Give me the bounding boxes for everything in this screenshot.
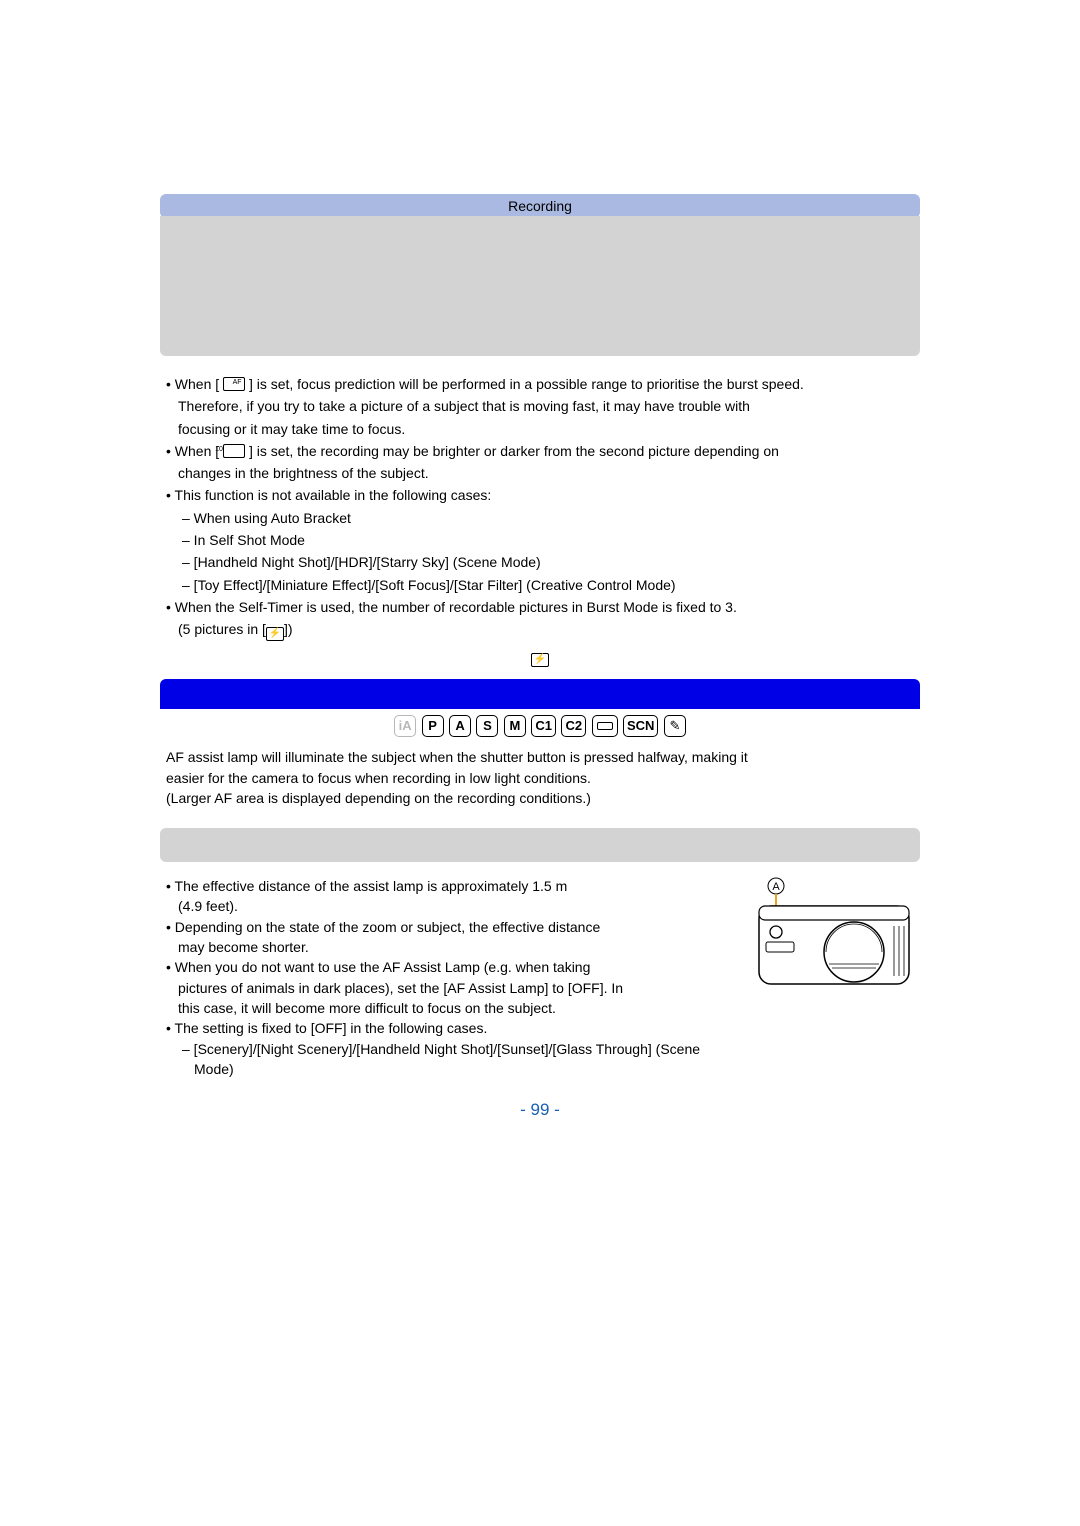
flash-icon: ⚡: [266, 627, 284, 641]
text: • Depending on the state of the zoom or …: [166, 917, 742, 937]
callout-label: A: [772, 881, 780, 893]
text: AF assist lamp will illuminate the subje…: [166, 747, 914, 767]
mode-m-icon: M: [504, 715, 526, 737]
burst-notes: • When [ AF ] is set, focus prediction w…: [160, 356, 920, 679]
mode-creative-icon: [664, 715, 686, 737]
mode-s-icon: S: [476, 715, 498, 737]
text: (e.g. when taking: [484, 959, 591, 975]
mode-ia-icon: iA: [394, 715, 416, 737]
text: focusing or it may take time to focus.: [166, 419, 914, 439]
mode-scn-icon: SCN: [623, 715, 658, 737]
page-number: - 99 -: [0, 1100, 1080, 1120]
text: • When [: [166, 443, 219, 459]
flash-icon: ⚡: [531, 653, 549, 667]
text: • The effective distance of the assist l…: [166, 876, 742, 896]
text: • When you do not want to use the AF Ass…: [166, 959, 484, 975]
mode-a-icon: A: [449, 715, 471, 737]
text: pictures of animals in dark places), set…: [166, 978, 742, 998]
text: • When [: [166, 376, 219, 392]
section-title-bar: [160, 679, 920, 709]
af-lamp-notes: • The effective distance of the assist l…: [166, 876, 742, 1079]
text: this case, it will become more difficult…: [166, 998, 742, 1018]
mode-c1-icon: C1: [531, 715, 556, 737]
mode-p-icon: P: [422, 715, 444, 737]
section-header: Recording: [160, 194, 920, 218]
section-header-label: Recording: [508, 198, 572, 214]
focus-af-icon: AF: [223, 377, 245, 391]
camera-svg: A: [754, 876, 914, 986]
mode-dial-row: iA P A S M C1 C2 SCN: [160, 709, 920, 747]
text: ]): [284, 621, 293, 637]
text: – In Self Shot Mode: [166, 530, 914, 550]
placeholder-box-mid: [160, 828, 920, 862]
placeholder-box-top: [160, 216, 920, 356]
af-lamp-intro: AF assist lamp will illuminate the subje…: [160, 747, 920, 808]
text: (4.9 feet).: [166, 896, 742, 916]
text: – [Toy Effect]/[Miniature Effect]/[Soft …: [166, 575, 914, 595]
burst-10-icon: 10: [223, 444, 245, 458]
text: (Larger AF area is displayed depending o…: [166, 788, 914, 808]
text: Therefore, if you try to take a picture …: [166, 396, 914, 416]
text: (5 pictures in [: [178, 621, 266, 637]
text: ] is set, focus prediction will be perfo…: [249, 376, 804, 392]
text: – When using Auto Bracket: [166, 508, 914, 528]
text: – [Handheld Night Shot]/[HDR]/[Starry Sk…: [166, 552, 914, 572]
mode-panorama-icon: [592, 715, 618, 737]
text: ] is set, the recording may be brighter …: [249, 443, 779, 459]
camera-illustration: A: [754, 876, 914, 1079]
text: changes in the brightness of the subject…: [166, 463, 914, 483]
text: • When the Self-Timer is used, the numbe…: [166, 597, 914, 617]
text: • The setting is fixed to [OFF] in the f…: [166, 1018, 742, 1038]
mode-c2-icon: C2: [561, 715, 586, 737]
text: • This function is not available in the …: [166, 485, 914, 505]
text: – [Scenery]/[Night Scenery]/[Handheld Ni…: [166, 1039, 742, 1080]
text: may become shorter.: [166, 937, 742, 957]
text: easier for the camera to focus when reco…: [166, 768, 914, 788]
